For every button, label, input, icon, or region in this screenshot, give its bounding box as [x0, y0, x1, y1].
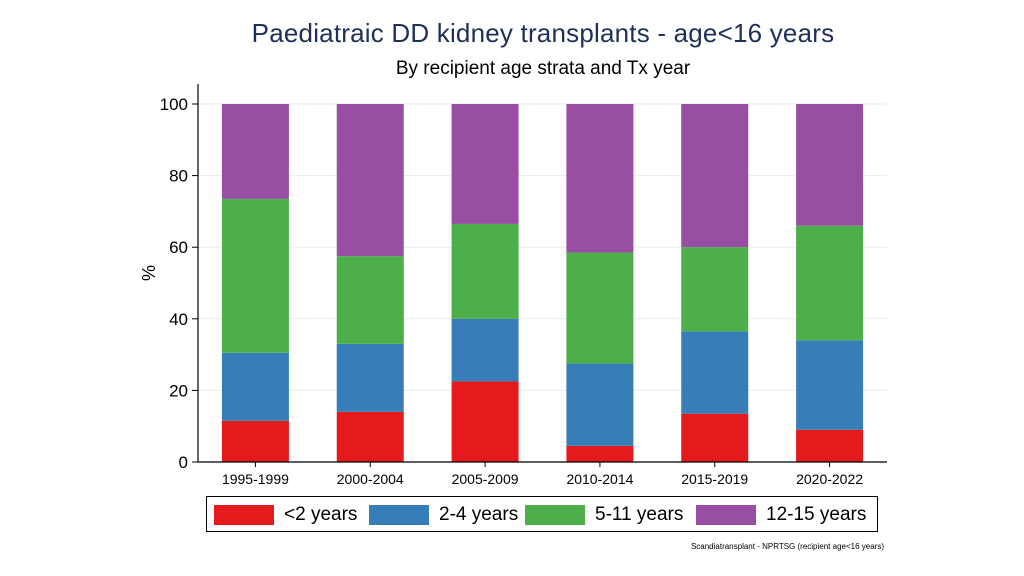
- legend-label-12-15: 12-15 years: [766, 504, 867, 525]
- y-tick-label: 0: [179, 453, 188, 472]
- y-tick-label: 60: [169, 238, 188, 257]
- y-tick-label: 40: [169, 310, 188, 329]
- bar-2015-2019-series-2: [681, 247, 749, 332]
- bar-1995-1999-series-3: [221, 104, 289, 199]
- bar-2005-2009-series-1: [451, 318, 519, 382]
- bar-2000-2004-series-1: [336, 343, 404, 412]
- legend-swatch-lt2: [214, 505, 274, 525]
- bar-2005-2009-series-3: [451, 104, 519, 224]
- x-tick-label: 2020-2022: [796, 471, 863, 487]
- bar-2010-2014-series-2: [566, 252, 634, 364]
- chart-title: Paediatraic DD kidney transplants - age<…: [251, 18, 835, 48]
- bar-1995-1999-series-0: [221, 420, 289, 462]
- x-tick-label: 1995-1999: [222, 471, 289, 487]
- bar-2020-2022-series-1: [796, 340, 864, 430]
- bar-2020-2022-series-3: [796, 104, 864, 226]
- legend-item-5-11: 5-11 years: [525, 504, 683, 526]
- bar-2020-2022-series-2: [796, 225, 864, 341]
- bar-1995-1999-series-1: [221, 352, 289, 421]
- y-tick-label: 80: [169, 167, 188, 186]
- bar-2010-2014-series-1: [566, 363, 634, 446]
- y-tick-label: 20: [169, 381, 188, 400]
- legend-swatch-2-4: [369, 505, 429, 525]
- chart-footnote: Scandiatransplant - NPRTSG (recipient ag…: [690, 542, 884, 551]
- bar-2005-2009-series-2: [451, 223, 519, 319]
- chart-subtitle: By recipient age strata and Tx year: [395, 58, 691, 79]
- legend-item-12-15: 12-15 years: [696, 504, 866, 526]
- bar-1995-1999-series-2: [221, 198, 289, 353]
- x-tick-label: 2000-2004: [337, 471, 404, 487]
- x-tick-label: 2010-2014: [566, 471, 633, 487]
- bar-2005-2009-series-0: [451, 381, 519, 462]
- legend-label-5-11: 5-11 years: [595, 504, 684, 525]
- legend-swatch-12-15: [696, 505, 756, 525]
- legend-item-lt2: <2 years: [214, 504, 357, 526]
- bar-2000-2004-series-3: [336, 104, 404, 257]
- legend-swatch-5-11: [525, 505, 585, 525]
- bar-2010-2014-series-3: [566, 104, 634, 253]
- bar-2020-2022-series-0: [796, 429, 864, 462]
- y-axis-label: %: [139, 265, 159, 281]
- bar-2000-2004-series-0: [336, 411, 404, 462]
- bar-2015-2019-series-1: [681, 331, 749, 414]
- legend-label-2-4: 2-4 years: [439, 504, 519, 525]
- bar-2015-2019-series-3: [681, 104, 749, 248]
- x-tick-label: 2005-2009: [452, 471, 519, 487]
- chart-legend: <2 years 2-4 years 5-11 years 12-15 year…: [206, 496, 878, 532]
- y-tick-label: 100: [160, 95, 188, 114]
- x-tick-label: 2015-2019: [681, 471, 748, 487]
- legend-label-lt2: <2 years: [284, 504, 358, 525]
- bar-2010-2014-series-0: [566, 445, 634, 462]
- bar-2015-2019-series-0: [681, 413, 749, 462]
- bar-2000-2004-series-2: [336, 256, 404, 344]
- legend-item-2-4: 2-4 years: [369, 504, 518, 526]
